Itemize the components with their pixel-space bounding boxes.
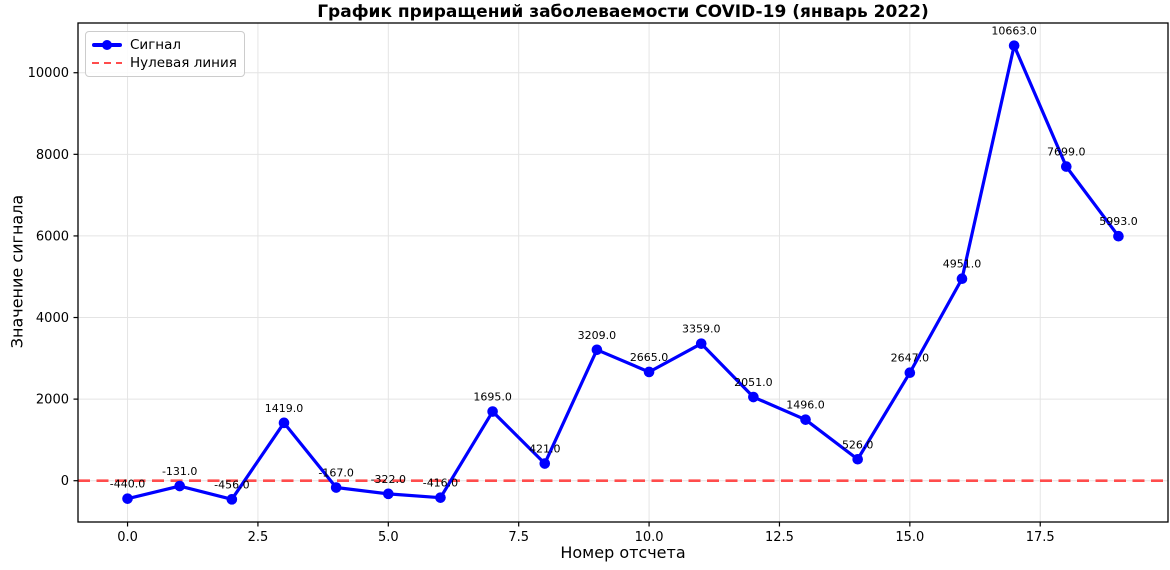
y-axis-label: Значение сигнала: [7, 194, 27, 349]
data-point-marker: [1113, 230, 1124, 242]
y-tick-label: 10000: [28, 66, 69, 81]
legend-label-zero-line: Нулевая линия: [130, 55, 237, 71]
data-point-marker: [852, 453, 863, 465]
data-point-marker: [174, 480, 185, 492]
data-point-label: 2051.0: [734, 376, 773, 389]
data-point-marker: [643, 366, 655, 378]
x-tick-label: 2.5: [248, 530, 269, 545]
data-point-marker: [122, 493, 133, 504]
data-point-label: 1419.0: [265, 402, 304, 415]
x-axis-label: Номер отсчета: [560, 543, 686, 562]
data-point-label: 5993.0: [1099, 215, 1138, 228]
legend-label-signal: Сигнал: [130, 37, 182, 53]
legend: Сигнал Нулевая линия: [85, 31, 245, 77]
y-tick-label: 6000: [36, 229, 69, 244]
data-point-label: 526.0: [842, 438, 874, 451]
signal-series-line: [125, 44, 1121, 501]
signal-line-swatch-icon: [92, 40, 122, 50]
y-tick-label: 0: [61, 474, 69, 489]
x-tick-label: 7.5: [508, 530, 529, 545]
data-point-label: 2647.0: [891, 352, 930, 365]
data-point-label: 3359.0: [682, 323, 721, 336]
data-point-marker: [435, 492, 446, 503]
data-point-label: -167.0: [318, 467, 353, 480]
signal-marker-dot-icon: [102, 40, 112, 50]
data-point-label: 421.0: [529, 443, 561, 456]
x-tick-label: 15.0: [895, 530, 924, 545]
legend-item-signal: Сигнал: [92, 36, 236, 54]
data-point-label: 1695.0: [473, 391, 512, 404]
data-point-label: 1496.0: [786, 399, 825, 412]
data-point-marker: [226, 494, 238, 505]
data-point-marker: [1061, 161, 1072, 172]
data-point-marker: [748, 391, 759, 403]
x-tick-label: 12.5: [765, 530, 794, 545]
data-point-label: -440.0: [110, 478, 145, 491]
x-tick-label: 5.0: [378, 530, 399, 545]
data-point-marker: [956, 273, 968, 285]
data-point-label: -416.0: [423, 477, 458, 490]
data-point-label: 7699.0: [1047, 146, 1086, 159]
zero-line-swatch-icon: [92, 61, 122, 65]
data-point-marker: [591, 344, 603, 356]
chart-title: График приращений заболеваемости COVID-1…: [317, 2, 929, 22]
data-point-label: 2665.0: [630, 351, 669, 364]
data-point-marker: [330, 482, 342, 493]
data-point-marker: [904, 367, 916, 379]
data-point-marker: [695, 338, 707, 349]
data-point-marker: [487, 406, 498, 417]
x-tick-label: 0.0: [117, 530, 138, 545]
x-tick-label: 17.5: [1026, 530, 1055, 545]
data-point-marker: [800, 414, 811, 425]
data-point-marker: [1008, 40, 1020, 51]
data-point-marker: [383, 488, 394, 500]
data-point-label: 3209.0: [578, 329, 617, 342]
legend-item-zero-line: Нулевая линия: [92, 54, 237, 72]
x-tick-label: 10.0: [635, 530, 664, 545]
y-tick-label: 8000: [36, 148, 69, 163]
data-point-marker: [278, 417, 290, 429]
data-point-label: -456.0: [214, 478, 249, 491]
data-point-marker: [539, 458, 551, 469]
data-point-label: -131.0: [162, 465, 197, 478]
y-tick-label: 2000: [36, 393, 69, 408]
axes-frame: [77, 22, 1169, 523]
data-point-label: 4951.0: [943, 258, 982, 271]
data-point-label: -322.0: [371, 473, 406, 486]
data-point-label: 10663.0: [991, 25, 1037, 38]
y-tick-label: 4000: [36, 311, 69, 326]
